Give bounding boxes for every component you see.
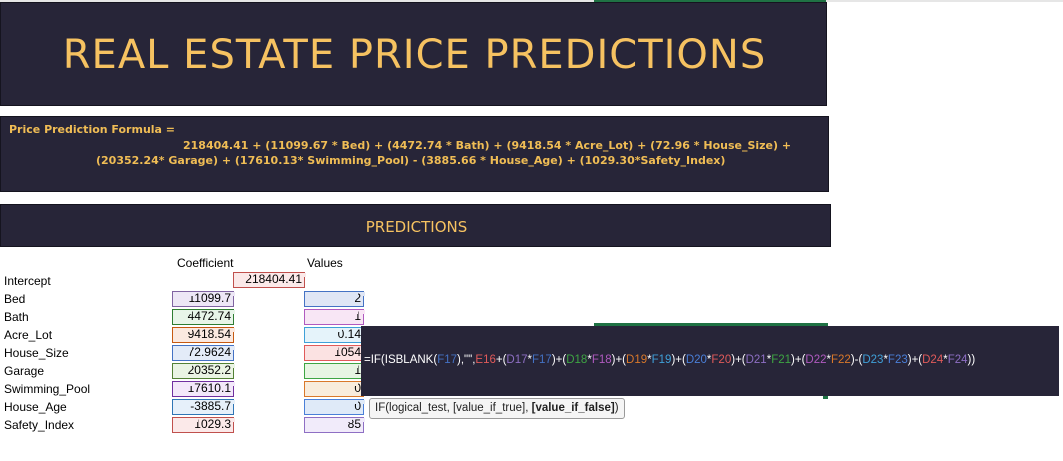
formula-token: * [527, 354, 533, 366]
formula-token: D21 [745, 354, 767, 366]
formula-token: D18 [566, 354, 588, 366]
selected-column-indicator [594, 0, 826, 2]
row-label-age: House_Age [4, 400, 67, 414]
formula-token: D23 [862, 354, 884, 366]
coef-cell-bed[interactable]: 11099.7 [172, 291, 235, 307]
coef-cell-safety[interactable]: 1029.3 [172, 417, 235, 433]
formula-token: F23 [887, 354, 908, 366]
value-cell-safety[interactable]: 85 [304, 417, 365, 433]
title-banner: REAL ESTATE PRICE PREDICTIONS [0, 2, 827, 106]
value-cell-pool[interactable]: 0 [304, 381, 365, 397]
value-cell-bath[interactable]: 1 [304, 309, 365, 325]
formula-token: F18 [591, 354, 612, 366]
formula-token: E16 [475, 354, 496, 366]
tooltip-prefix: IF(logical_test, [value_if_true], [375, 402, 532, 414]
cell-formula-text[interactable]: =IF(ISBLANK(F17),"",E16+(D17*F17)+(D18*F… [364, 354, 975, 366]
formula-label: Price Prediction Formula = [9, 123, 176, 136]
formula-token: F19 [651, 354, 672, 366]
predictions-heading: PREDICTIONS [365, 217, 468, 236]
formula-token: )-( [850, 354, 863, 366]
active-cell-border [594, 323, 828, 326]
formula-token: +( [495, 354, 507, 366]
formula-token: ),"", [457, 354, 476, 366]
formula-token: F21 [771, 354, 792, 366]
formula-token: * [883, 354, 888, 366]
value-cell-acre[interactable]: 0.14 [304, 327, 365, 343]
row-label-pool: Swimming_Pool [4, 382, 91, 396]
coef-cell-bath[interactable]: 4472.74 [172, 309, 235, 325]
formula-token: * [587, 354, 592, 366]
formula-token: * [943, 354, 948, 366]
formula-token: )+( [611, 354, 627, 366]
formula-banner: Price Prediction Formula = 218404.41 + (… [0, 116, 829, 192]
cell-edit-box[interactable] [361, 326, 1059, 396]
formula-token: )+( [551, 354, 567, 366]
formula-token: D19 [626, 354, 648, 366]
row-label-bath: Bath [4, 310, 29, 324]
formula-token: F17 [437, 354, 458, 366]
formula-token: F22 [831, 354, 851, 366]
function-tooltip: IF(logical_test, [value_if_true], [value… [369, 398, 625, 419]
formula-token: D22 [805, 354, 827, 366]
coef-cell-house[interactable]: 72.9624 [172, 345, 235, 361]
value-cell-age[interactable]: 0 [304, 399, 365, 415]
row-label-bed: Bed [4, 292, 26, 306]
active-cell-border-corner [823, 396, 828, 399]
formula-token: )+( [731, 354, 746, 366]
coefficient-header: Coefficient [177, 256, 234, 270]
intercept-cell[interactable]: 218404.41 [233, 272, 306, 288]
column-header-strip [0, 0, 1063, 2]
predictions-banner: PREDICTIONS [0, 204, 831, 247]
page-title: REAL ESTATE PRICE PREDICTIONS [62, 32, 767, 78]
value-cell-bed[interactable]: 2 [304, 291, 365, 307]
tooltip-suffix: ) [614, 402, 619, 414]
formula-token: D24 [922, 354, 944, 366]
formula-token: )+( [671, 354, 686, 366]
row-label-safety: Safety_Index [4, 418, 75, 432]
formula-token: * [706, 354, 712, 366]
coef-cell-age[interactable]: -3885.7 [172, 399, 235, 415]
coef-cell-acre[interactable]: 9418.54 [172, 327, 235, 343]
formula-line-2: (20352.24* Garage) + (17610.13* Swimming… [96, 154, 726, 167]
intercept-label: Intercept [4, 274, 51, 288]
formula-line-1: 218404.41 + (11099.67 * Bed) + (4472.74 … [183, 139, 792, 152]
formula-token: * [766, 354, 772, 366]
row-label-garage: Garage [4, 364, 45, 378]
formula-token: )+( [907, 354, 923, 366]
formula-token: * [826, 354, 831, 366]
row-label-house: House_Size [4, 346, 69, 360]
value-cell-house[interactable]: 1054 [304, 345, 365, 361]
formula-token: F24 [947, 354, 968, 366]
formula-token: * [647, 354, 652, 366]
formula-token: =IF(ISBLANK( [364, 354, 438, 366]
tooltip-bold-arg: [value_if_false] [531, 402, 615, 414]
values-header: Values [307, 256, 343, 270]
formula-token: )) [967, 354, 976, 366]
value-cell-garage[interactable]: 1 [304, 363, 365, 379]
formula-token: F17 [532, 354, 552, 366]
formula-token: D17 [506, 354, 528, 366]
formula-token: D20 [685, 354, 707, 366]
coef-cell-pool[interactable]: 17610.1 [172, 381, 235, 397]
formula-token: F20 [711, 354, 732, 366]
coef-cell-garage[interactable]: 20352.2 [172, 363, 235, 379]
row-label-acre: Acre_Lot [4, 328, 53, 342]
formula-token: )+( [791, 354, 806, 366]
